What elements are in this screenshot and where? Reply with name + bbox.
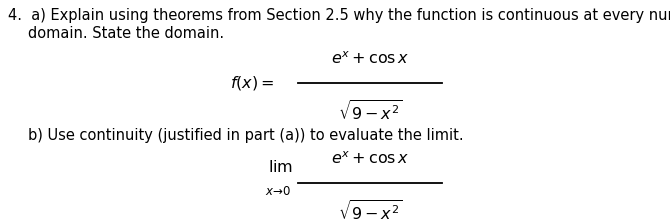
Text: $\sqrt{9 - x^2}$: $\sqrt{9 - x^2}$	[338, 99, 403, 123]
Text: $f(x) =$: $f(x) =$	[230, 74, 275, 92]
Text: $\lim$: $\lim$	[268, 159, 293, 175]
Text: $e^x + \cos x$: $e^x + \cos x$	[331, 150, 409, 167]
Text: $e^x + \cos x$: $e^x + \cos x$	[331, 50, 409, 67]
Text: b) Use continuity (justified in part (a)) to evaluate the limit.: b) Use continuity (justified in part (a)…	[28, 128, 464, 143]
Text: domain. State the domain.: domain. State the domain.	[28, 26, 224, 41]
Text: 4.  a) Explain using theorems from Section 2.5 why the function is continuous at: 4. a) Explain using theorems from Sectio…	[8, 8, 670, 23]
Text: $x\!\to\!0$: $x\!\to\!0$	[265, 185, 291, 198]
Text: $\sqrt{9 - x^2}$: $\sqrt{9 - x^2}$	[338, 199, 403, 223]
